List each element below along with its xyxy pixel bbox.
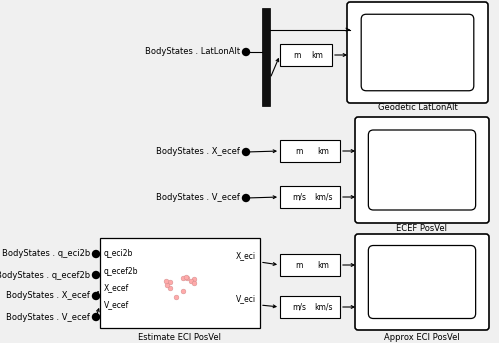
FancyBboxPatch shape [355,117,489,223]
Text: Approx ECI PosVel: Approx ECI PosVel [384,333,460,342]
Text: m: m [293,50,300,59]
Circle shape [243,194,250,201]
Text: m: m [295,260,303,270]
Bar [280,186,340,208]
Point [166,279,174,284]
Point [190,281,198,286]
Text: X_eci: X_eci [236,251,256,260]
Text: ECEF PosVel: ECEF PosVel [397,224,448,233]
Point [166,285,174,291]
Text: q_eci2b: q_eci2b [104,249,133,259]
Bar [280,140,340,162]
Text: BodyStates . LatLonAlt: BodyStates . LatLonAlt [145,47,240,57]
Point [187,279,195,284]
Text: km: km [317,146,329,155]
Bar [280,254,340,276]
Circle shape [92,293,99,299]
Text: m/s: m/s [292,192,306,201]
Circle shape [92,272,99,279]
Text: km: km [311,50,323,59]
Text: km/s: km/s [314,303,332,311]
Text: BodyStates . V_ecef: BodyStates . V_ecef [6,312,90,321]
Point [183,275,191,281]
Text: Geodetic LatLonAlt: Geodetic LatLonAlt [378,103,458,112]
Point [190,276,198,282]
Bar [280,296,340,318]
FancyBboxPatch shape [368,246,476,319]
Text: BodyStates . q_ecef2b: BodyStates . q_ecef2b [0,271,90,280]
Text: m/s: m/s [292,303,306,311]
FancyBboxPatch shape [368,130,476,210]
Bar [280,44,332,66]
Text: Estimate ECI PosVel: Estimate ECI PosVel [139,333,222,342]
Text: m: m [295,146,303,155]
Text: X_ecef: X_ecef [104,284,129,293]
Circle shape [92,250,99,258]
Circle shape [92,314,99,320]
Text: V_ecef: V_ecef [104,300,129,309]
Bar [100,238,260,328]
Point [173,295,181,300]
Text: km: km [317,260,329,270]
Bar [262,8,270,106]
FancyBboxPatch shape [347,2,488,103]
Point [179,275,187,281]
Text: BodyStates . X_ecef: BodyStates . X_ecef [156,147,240,156]
Text: V_eci: V_eci [236,295,256,304]
Text: BodyStates . X_ecef: BodyStates . X_ecef [6,292,90,300]
Text: q_ecef2b: q_ecef2b [104,267,139,275]
FancyBboxPatch shape [361,14,474,91]
Circle shape [243,149,250,155]
Text: BodyStates . q_eci2b: BodyStates . q_eci2b [2,249,90,259]
Text: km/s: km/s [314,192,332,201]
Point [162,279,170,284]
Point [183,274,191,280]
Circle shape [243,48,250,56]
FancyBboxPatch shape [355,234,489,330]
Text: BodyStates . V_ecef: BodyStates . V_ecef [156,193,240,202]
Point [179,288,187,294]
Point [163,283,171,288]
